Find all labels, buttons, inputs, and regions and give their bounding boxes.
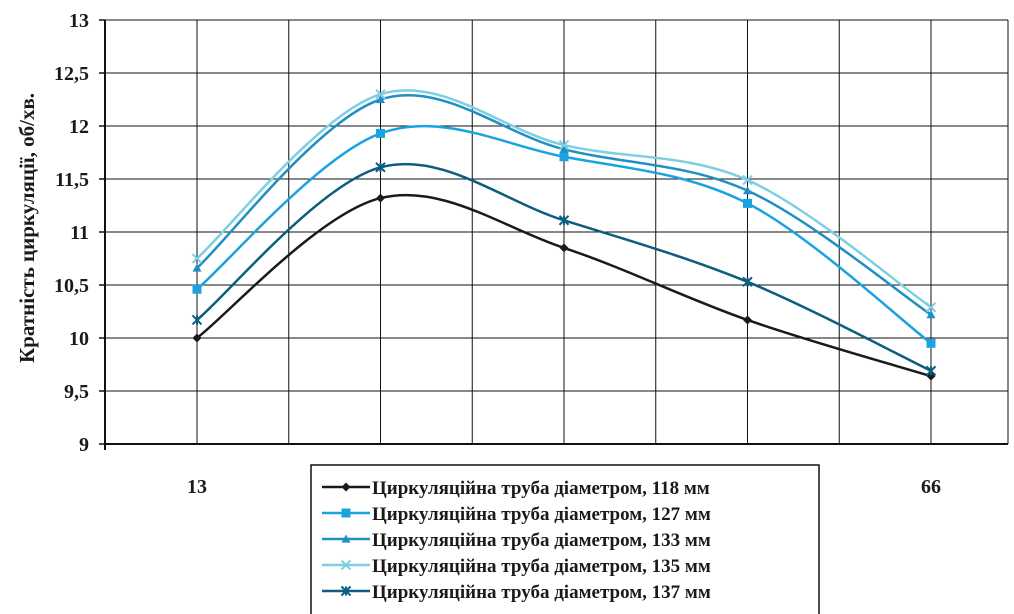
legend-item: Циркуляційна труба діаметром, 118 мм (322, 478, 710, 499)
series-layer (191, 88, 937, 381)
y-tick-label: 10 (69, 328, 89, 350)
data-point (375, 162, 386, 173)
data-point (191, 253, 203, 264)
legend-swatch-marker (341, 534, 351, 543)
grid (105, 19, 1008, 445)
legend-label: Циркуляційна труба діаметром, 133 мм (372, 530, 711, 551)
legend-swatch-marker (340, 559, 352, 571)
y-tick-label: 9 (79, 434, 89, 456)
legend-label: Циркуляційна труба діаметром, 127 мм (372, 504, 711, 525)
data-point (743, 198, 752, 208)
legend-label: Циркуляційна труба діаметром, 118 мм (372, 478, 710, 499)
x-tick-label: 66 (921, 476, 941, 498)
data-point (559, 243, 569, 253)
data-point (376, 193, 385, 203)
series-2 (192, 94, 936, 319)
legend-item: Циркуляційна труба діаметром, 133 мм (322, 530, 711, 551)
y-tick-label: 11,5 (55, 169, 89, 191)
data-point (925, 302, 937, 313)
legend-label: Циркуляційна труба діаметром, 137 мм (372, 582, 711, 603)
y-tick-label: 12,5 (54, 63, 89, 85)
data-point (558, 139, 570, 151)
data-point (742, 174, 753, 186)
y-tick-label: 12 (69, 116, 89, 138)
data-point (926, 310, 936, 319)
series-3 (191, 88, 937, 313)
data-point (192, 263, 202, 272)
legend-item: Циркуляційна труба діаметром, 137 мм (322, 582, 711, 603)
legend: Циркуляційна труба діаметром, 118 мм Цирк… (310, 464, 820, 614)
series-1 (192, 124, 936, 348)
data-point (742, 276, 753, 288)
data-point (376, 95, 385, 104)
series-4 (191, 162, 937, 377)
y-tick-label: 13 (69, 10, 89, 32)
x-tick-label: 13 (187, 476, 207, 498)
legend-swatch-marker (341, 508, 351, 518)
axes (99, 19, 1009, 450)
legend-item: Циркуляційна труба діаметром, 127 мм (322, 504, 711, 525)
data-point (375, 88, 386, 100)
data-point (558, 215, 570, 226)
data-point (559, 144, 569, 153)
data-point (559, 152, 569, 162)
legend-swatch-marker (341, 482, 351, 492)
tick-labels: 9 9,5 10 10,5 11 11,5 12 12,5 13 13 66 (54, 10, 941, 498)
legend-swatch-marker (340, 585, 352, 597)
data-point (925, 365, 937, 377)
y-tick-label: 11 (70, 222, 89, 244)
data-point (926, 338, 936, 348)
y-tick-label: 10,5 (54, 275, 89, 297)
legend-label: Циркуляційна труба діаметром, 135 мм (372, 556, 711, 577)
y-axis-label: Кратність циркуляції, об/хв. (15, 93, 39, 363)
data-point (743, 186, 752, 195)
data-point (192, 333, 202, 343)
y-tick-label: 9,5 (64, 381, 89, 403)
legend-box (310, 464, 820, 614)
series-line (196, 94, 932, 316)
data-point (192, 284, 202, 294)
legend-item: Циркуляційна труба діаметром, 135 мм (322, 556, 711, 577)
data-point (191, 314, 203, 326)
data-point (743, 315, 752, 325)
data-point (376, 128, 385, 138)
